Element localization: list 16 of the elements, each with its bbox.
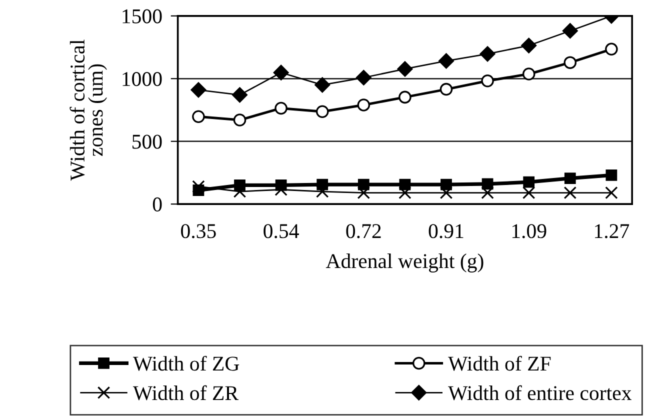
y-tick-label: 500 [132, 134, 162, 149]
legend-label: Width of entire cortex [448, 385, 632, 400]
x-axis-title: Adrenal weight (g) [326, 254, 484, 272]
x-tick-label: 0.72 [346, 224, 381, 238]
y-tick-label: 0 [152, 197, 162, 212]
x-tick-label: 0.54 [264, 224, 299, 238]
y-tick-label: 1500 [122, 9, 162, 24]
x-tick-label: 0.35 [181, 224, 216, 238]
legend-label: Width of ZG [132, 356, 240, 371]
x-tick-label: 1.09 [512, 224, 546, 238]
x-tick-label: 1.27 [595, 224, 630, 238]
x-tick-label: 0.91 [428, 224, 464, 238]
y-axis-title: Width of cortical zones (um) [70, 40, 107, 181]
legend-label: Width of ZR [132, 385, 239, 400]
legend-label: Width of ZF [448, 356, 551, 371]
y-tick-label: 1000 [122, 72, 162, 86]
